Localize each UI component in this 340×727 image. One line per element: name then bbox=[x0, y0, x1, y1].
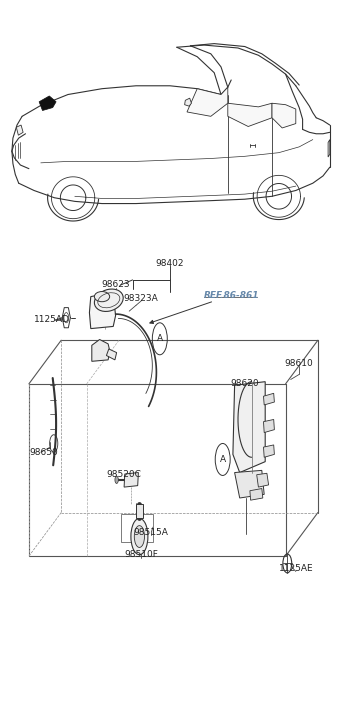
Polygon shape bbox=[328, 140, 330, 157]
Polygon shape bbox=[228, 103, 272, 126]
Polygon shape bbox=[124, 473, 138, 487]
Circle shape bbox=[131, 518, 148, 555]
Polygon shape bbox=[250, 489, 263, 500]
Polygon shape bbox=[264, 419, 274, 433]
Circle shape bbox=[134, 526, 144, 547]
Text: A: A bbox=[157, 334, 163, 343]
Text: 98650: 98650 bbox=[29, 448, 58, 457]
Polygon shape bbox=[257, 473, 269, 487]
Text: 98402: 98402 bbox=[156, 259, 184, 268]
Polygon shape bbox=[136, 504, 143, 518]
Polygon shape bbox=[235, 470, 264, 498]
Text: 98510F: 98510F bbox=[124, 550, 158, 559]
Text: 98610: 98610 bbox=[285, 359, 313, 368]
Polygon shape bbox=[233, 382, 265, 473]
Circle shape bbox=[115, 476, 118, 483]
Polygon shape bbox=[185, 98, 191, 106]
Polygon shape bbox=[187, 87, 228, 116]
Polygon shape bbox=[264, 445, 274, 457]
Text: 98623: 98623 bbox=[101, 281, 130, 289]
Text: 1125AD: 1125AD bbox=[34, 316, 70, 324]
Text: 98323A: 98323A bbox=[124, 294, 158, 302]
Polygon shape bbox=[272, 103, 296, 128]
Text: A: A bbox=[220, 455, 226, 464]
Text: 98620: 98620 bbox=[231, 379, 259, 388]
Ellipse shape bbox=[94, 292, 109, 302]
Ellipse shape bbox=[95, 289, 123, 311]
Text: 1125AE: 1125AE bbox=[278, 564, 313, 573]
Polygon shape bbox=[106, 349, 117, 360]
Text: 98520C: 98520C bbox=[107, 470, 141, 478]
Polygon shape bbox=[39, 96, 56, 111]
Polygon shape bbox=[89, 294, 116, 329]
Polygon shape bbox=[264, 393, 274, 405]
Polygon shape bbox=[16, 125, 23, 135]
Polygon shape bbox=[92, 340, 110, 361]
Text: 98515A: 98515A bbox=[134, 528, 169, 537]
Text: REF.86-861: REF.86-861 bbox=[203, 292, 259, 300]
